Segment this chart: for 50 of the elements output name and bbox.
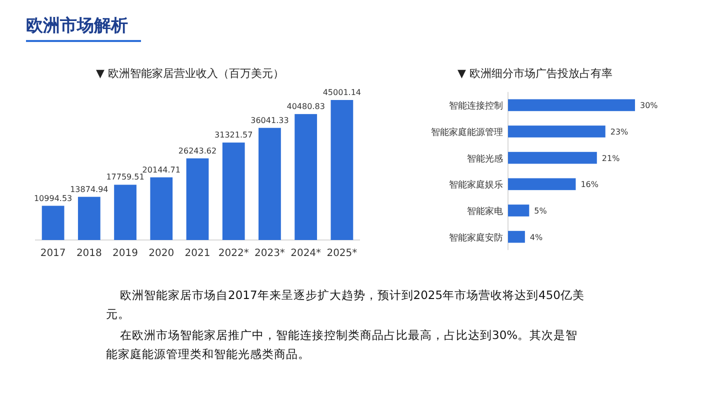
data-label: 16%: [580, 180, 599, 190]
bar: [294, 114, 318, 240]
data-label: 21%: [602, 154, 620, 163]
x-tick-label: 2022*: [218, 248, 249, 259]
y-tick-label: 智能家庭安防: [449, 232, 503, 244]
y-tick-label: 智能家电: [467, 206, 503, 217]
bar: [508, 99, 635, 112]
data-label: 5%: [534, 206, 548, 216]
text: 欧洲市场解析: [26, 15, 128, 37]
x-tick-label: 2019: [112, 248, 138, 259]
bar: [222, 142, 245, 240]
bar: [508, 230, 525, 243]
bar: [508, 178, 576, 190]
data-label: 10994.53: [34, 194, 72, 203]
data-label: 31321.57: [214, 130, 253, 140]
x-tick-label: 2017: [40, 248, 66, 259]
bar: [186, 158, 209, 240]
x-tick-label: 2020: [148, 248, 174, 259]
data-label: 13874.94: [70, 184, 108, 194]
text: 欧洲智能家居市场自2017年来呈逐步扩大趋势，预计到2025年市场营收将达到450亿美元。: [106, 287, 586, 323]
x-tick-label: 2024*: [290, 248, 322, 259]
x-tick-label: 2018: [76, 248, 102, 259]
bar: [330, 100, 354, 240]
chart-title: ▼ 欧洲细分市场广告投放占有率: [458, 67, 612, 80]
data-label: 26243.62: [178, 146, 217, 156]
bar: [508, 152, 597, 164]
y-tick-label: 智能家庭娱乐: [449, 180, 503, 191]
bar: [150, 177, 173, 240]
y-tick-label: 智能连接控制: [449, 100, 503, 112]
bar: [114, 184, 136, 240]
data-label: 17759.51: [106, 172, 144, 182]
data-label: 36041.33: [250, 116, 289, 125]
x-tick-label: 2025*: [326, 248, 358, 259]
x-tick-label: 2023*: [254, 248, 285, 259]
data-label: 40480.83: [286, 102, 325, 112]
data-label: 30%: [640, 101, 658, 110]
bar: [258, 128, 281, 240]
chart-title: ▼ 欧洲智能家居营业收入（百万美元）: [96, 67, 284, 80]
data-label: 45001.14: [322, 88, 362, 97]
y-tick-label: 智能家庭能源管理: [431, 127, 503, 138]
data-label: 20144.71: [142, 165, 180, 174]
bar: [508, 204, 530, 216]
bar: [508, 126, 606, 138]
y-tick-label: 智能光感: [467, 153, 503, 164]
x-tick-label: 2021: [184, 248, 210, 259]
data-label: 23%: [610, 128, 629, 136]
data-label: 4%: [530, 232, 544, 242]
bar: [42, 206, 64, 240]
bar: [78, 196, 100, 240]
text: 在欧洲市场智能家居推广中，智能连接控制类商品占比最高，占比达到30%。其次是智能家庭能源管理类和智能光感类商品。: [106, 327, 579, 363]
